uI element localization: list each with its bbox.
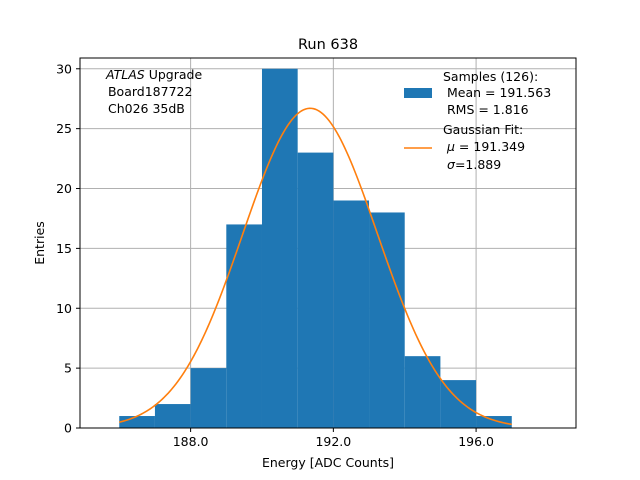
x-tick-label: 196.0 [458, 434, 494, 449]
x-tick-label: 192.0 [315, 434, 351, 449]
y-tick-label: 25 [56, 121, 72, 136]
legend-fit-title: Gaussian Fit: [443, 122, 523, 137]
histogram-bar [440, 380, 477, 428]
y-tick-label: 5 [64, 361, 72, 376]
legend: Samples (126): Mean = 191.563 RMS = 1.81… [404, 69, 551, 172]
x-axis-label: Energy [ADC Counts] [262, 455, 394, 470]
y-axis-ticks: 0 5 10 15 20 25 30 [56, 61, 80, 436]
y-tick-label: 0 [64, 421, 72, 436]
histogram-bar [333, 200, 370, 428]
svg-text:ATLAS Upgrade: ATLAS Upgrade [105, 67, 202, 82]
chart-title: Run 638 [298, 37, 358, 53]
atlas-annotation: ATLAS Upgrade Board187722 Ch026 35dB [104, 67, 202, 116]
legend-samples-rms: RMS = 1.816 [443, 102, 529, 117]
legend-samples-mean: Mean = 191.563 [443, 85, 551, 100]
histogram-bar [369, 212, 405, 428]
legend-fit-mu-value: = 191.349 [455, 139, 525, 154]
x-axis-ticks: 188.0 192.0 196.0 [173, 428, 494, 449]
legend-samples-patch [404, 88, 432, 98]
histogram-bar [404, 356, 441, 428]
y-tick-label: 20 [56, 181, 72, 196]
legend-samples-title: Samples (126): [443, 69, 538, 84]
histogram-bar [261, 68, 298, 428]
atlas-label: ATLAS [105, 67, 145, 82]
legend-fit-sigma: σ=1.889 [447, 157, 501, 172]
y-axis-label: Entries [32, 221, 47, 265]
histogram-bar [226, 224, 262, 428]
x-tick-label: 188.0 [173, 434, 209, 449]
y-tick-label: 10 [56, 301, 72, 316]
histogram-bars [119, 68, 512, 429]
histogram-bar [476, 416, 512, 428]
y-tick-label: 15 [56, 241, 72, 256]
plot-frame [79, 57, 577, 429]
y-tick-label: 30 [56, 61, 72, 76]
histogram-bar [297, 152, 334, 429]
channel-label: Ch026 35dB [104, 101, 185, 116]
board-label: Board187722 [104, 84, 192, 99]
histogram-bar [119, 416, 155, 428]
gaussian-fit-curve [119, 107, 512, 426]
histogram-bar [190, 368, 227, 428]
histogram-bar [154, 404, 191, 428]
upgrade-label: Upgrade [145, 67, 203, 82]
legend-fit-sigma-value: =1.889 [455, 157, 501, 172]
legend-fit-mu: μ = 191.349 [446, 139, 525, 154]
